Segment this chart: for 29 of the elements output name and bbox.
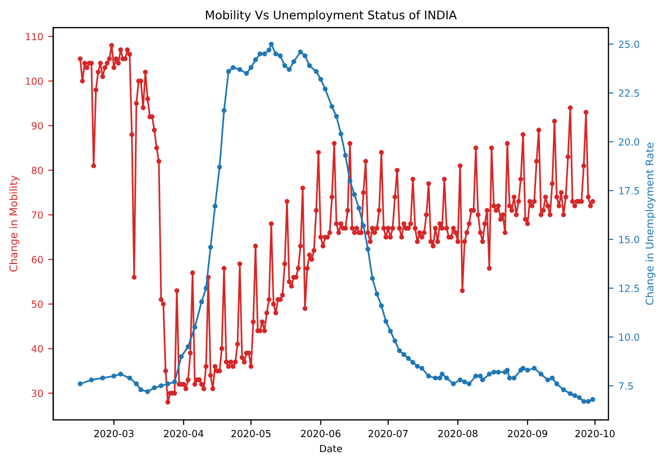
y2-tick-label: 22.5	[618, 89, 639, 97]
y2-axis-title: Change in Unemployment Rate	[645, 142, 656, 305]
y2-tick-label: 10.0	[619, 333, 640, 341]
y-tick-label: 90	[32, 122, 43, 130]
x-tick-label: 2020-09	[508, 430, 548, 438]
y2-tick-label: 17.5	[619, 187, 639, 194]
x-axis-title: Date	[320, 444, 342, 452]
y-tick-label: 30	[32, 390, 43, 398]
x-tick-label: 2020-06	[301, 430, 340, 438]
y-tick-label: 60	[32, 256, 43, 264]
y-tick-label: 80	[32, 166, 43, 174]
y-tick-label: 40	[32, 345, 43, 352]
y-tick-label: 110	[26, 32, 43, 40]
x-tick-label: 2020-03	[94, 430, 134, 438]
y2-tick-label: 7.5	[618, 382, 633, 390]
chart-title: Mobility Vs Unemployment Status of INDIA	[206, 10, 457, 22]
y-tick-label: 70	[32, 211, 43, 219]
y-tick-label: 50	[32, 300, 43, 308]
x-tick-label: 2020-08	[438, 430, 478, 438]
x-tick-label: 2020-04	[164, 430, 204, 438]
y2-tick-label: 20.0	[618, 138, 640, 146]
y2-tick-label: 12.5	[619, 284, 639, 292]
x-tick-label: 2020-05	[231, 430, 270, 438]
y-tick-label: 100	[26, 78, 43, 85]
y2-tick-label: 15.0	[619, 236, 640, 244]
x-tick-label: 2020-10	[575, 430, 615, 438]
x-tick-label: 2020-07	[368, 430, 408, 438]
y-axis-title: Change in Mobility	[9, 176, 20, 272]
y2-tick-label: 25.0	[618, 40, 640, 48]
